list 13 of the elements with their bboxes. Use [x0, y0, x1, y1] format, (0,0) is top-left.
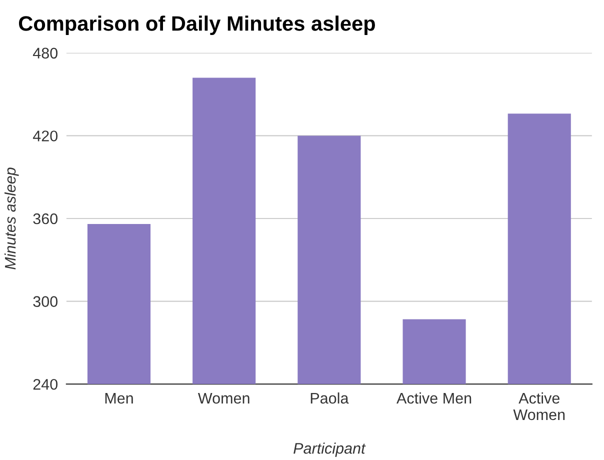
y-tick-label: 480 — [32, 48, 58, 59]
x-tick-label: Women — [198, 392, 250, 404]
x-tick-label: Men — [105, 392, 133, 404]
x-tick-label: Active Women — [513, 392, 565, 420]
y-tick-label: 420 — [32, 130, 58, 142]
chart-title: Comparison of Daily Minutes asleep — [18, 16, 375, 36]
x-axis-title: Participant — [294, 442, 366, 457]
y-tick-label: 300 — [33, 296, 58, 307]
y-tick-label: 240 — [33, 378, 58, 390]
y-axis-title: Minutes asleep — [4, 168, 19, 270]
y-tick-label: 360 — [33, 213, 58, 224]
x-tick-label: Paola — [310, 392, 349, 404]
x-tick-label: Active Men — [396, 392, 472, 404]
